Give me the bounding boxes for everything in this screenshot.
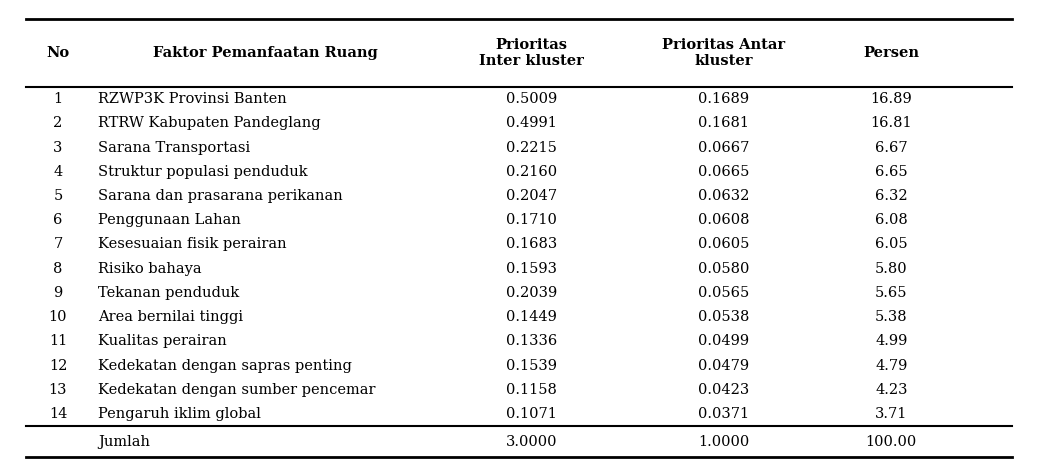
Text: 6.05: 6.05 <box>875 238 907 251</box>
Text: Kualitas perairan: Kualitas perairan <box>99 335 227 348</box>
Text: 6: 6 <box>53 213 62 227</box>
Text: RZWP3K Provinsi Banten: RZWP3K Provinsi Banten <box>99 92 288 106</box>
Text: 5.65: 5.65 <box>875 286 907 300</box>
Text: Pengaruh iklim global: Pengaruh iklim global <box>99 407 262 421</box>
Text: Persen: Persen <box>864 46 920 60</box>
Text: 0.0667: 0.0667 <box>698 140 749 155</box>
Text: Kedekatan dengan sapras penting: Kedekatan dengan sapras penting <box>99 359 352 373</box>
Text: 14: 14 <box>49 407 67 421</box>
Text: Sarana dan prasarana perikanan: Sarana dan prasarana perikanan <box>99 189 344 203</box>
Text: Kesesuaian fisik perairan: Kesesuaian fisik perairan <box>99 238 286 251</box>
Text: 6.67: 6.67 <box>875 140 907 155</box>
Text: Prioritas Antar
kluster: Prioritas Antar kluster <box>662 38 785 68</box>
Text: 4.79: 4.79 <box>875 359 907 373</box>
Text: Kedekatan dengan sumber pencemar: Kedekatan dengan sumber pencemar <box>99 383 376 397</box>
Text: 16.81: 16.81 <box>871 116 912 130</box>
Text: Tekanan penduduk: Tekanan penduduk <box>99 286 240 300</box>
Text: 0.0479: 0.0479 <box>698 359 749 373</box>
Text: 10: 10 <box>49 310 67 324</box>
Text: 0.0580: 0.0580 <box>698 262 749 276</box>
Text: 0.5009: 0.5009 <box>506 92 557 106</box>
Text: 0.0371: 0.0371 <box>698 407 749 421</box>
Text: 5.38: 5.38 <box>875 310 907 324</box>
Text: 6.08: 6.08 <box>875 213 907 227</box>
Text: 0.4991: 0.4991 <box>506 116 556 130</box>
Text: 11: 11 <box>49 335 67 348</box>
Text: 1: 1 <box>53 92 62 106</box>
Text: 0.1336: 0.1336 <box>506 335 557 348</box>
Text: 6.32: 6.32 <box>875 189 907 203</box>
Text: 0.1071: 0.1071 <box>506 407 556 421</box>
Text: 12: 12 <box>49 359 67 373</box>
Text: Jumlah: Jumlah <box>99 435 151 449</box>
Text: 0.1689: 0.1689 <box>698 92 749 106</box>
Text: 0.0423: 0.0423 <box>698 383 749 397</box>
Text: 2: 2 <box>53 116 62 130</box>
Text: 0.1158: 0.1158 <box>506 383 556 397</box>
Text: 3.71: 3.71 <box>875 407 907 421</box>
Text: 3.0000: 3.0000 <box>506 435 557 449</box>
Text: 8: 8 <box>53 262 62 276</box>
Text: 0.0665: 0.0665 <box>698 165 749 179</box>
Text: 0.1449: 0.1449 <box>506 310 556 324</box>
Text: 5.80: 5.80 <box>875 262 907 276</box>
Text: No: No <box>47 46 70 60</box>
Text: Area bernilai tinggi: Area bernilai tinggi <box>99 310 244 324</box>
Text: 0.2039: 0.2039 <box>506 286 557 300</box>
Text: Prioritas
Inter kluster: Prioritas Inter kluster <box>479 38 583 68</box>
Text: 16.89: 16.89 <box>871 92 912 106</box>
Text: Penggunaan Lahan: Penggunaan Lahan <box>99 213 241 227</box>
Text: 100.00: 100.00 <box>866 435 917 449</box>
Text: 0.1539: 0.1539 <box>506 359 556 373</box>
Text: 0.2215: 0.2215 <box>506 140 556 155</box>
Text: 0.0565: 0.0565 <box>698 286 749 300</box>
Text: 0.1593: 0.1593 <box>506 262 556 276</box>
Text: Struktur populasi penduduk: Struktur populasi penduduk <box>99 165 308 179</box>
Text: 0.2047: 0.2047 <box>506 189 557 203</box>
Text: 0.2160: 0.2160 <box>506 165 557 179</box>
Text: 0.0538: 0.0538 <box>698 310 749 324</box>
Text: Faktor Pemanfaatan Ruang: Faktor Pemanfaatan Ruang <box>153 46 378 60</box>
Text: 0.0605: 0.0605 <box>698 238 749 251</box>
Text: Risiko bahaya: Risiko bahaya <box>99 262 202 276</box>
Text: 4.99: 4.99 <box>875 335 907 348</box>
Text: 5: 5 <box>53 189 62 203</box>
Text: 0.1681: 0.1681 <box>699 116 749 130</box>
Text: 1.0000: 1.0000 <box>698 435 749 449</box>
Text: 3: 3 <box>53 140 62 155</box>
Text: 0.0499: 0.0499 <box>698 335 749 348</box>
Text: 0.1683: 0.1683 <box>506 238 557 251</box>
Text: 13: 13 <box>49 383 67 397</box>
Text: 7: 7 <box>53 238 62 251</box>
Text: 0.0608: 0.0608 <box>698 213 749 227</box>
Text: 0.0632: 0.0632 <box>698 189 749 203</box>
Text: Sarana Transportasi: Sarana Transportasi <box>99 140 250 155</box>
Text: RTRW Kabupaten Pandeglang: RTRW Kabupaten Pandeglang <box>99 116 321 130</box>
Text: 0.1710: 0.1710 <box>506 213 556 227</box>
Text: 4.23: 4.23 <box>875 383 907 397</box>
Text: 6.65: 6.65 <box>875 165 907 179</box>
Text: 4: 4 <box>53 165 62 179</box>
Text: 9: 9 <box>53 286 62 300</box>
